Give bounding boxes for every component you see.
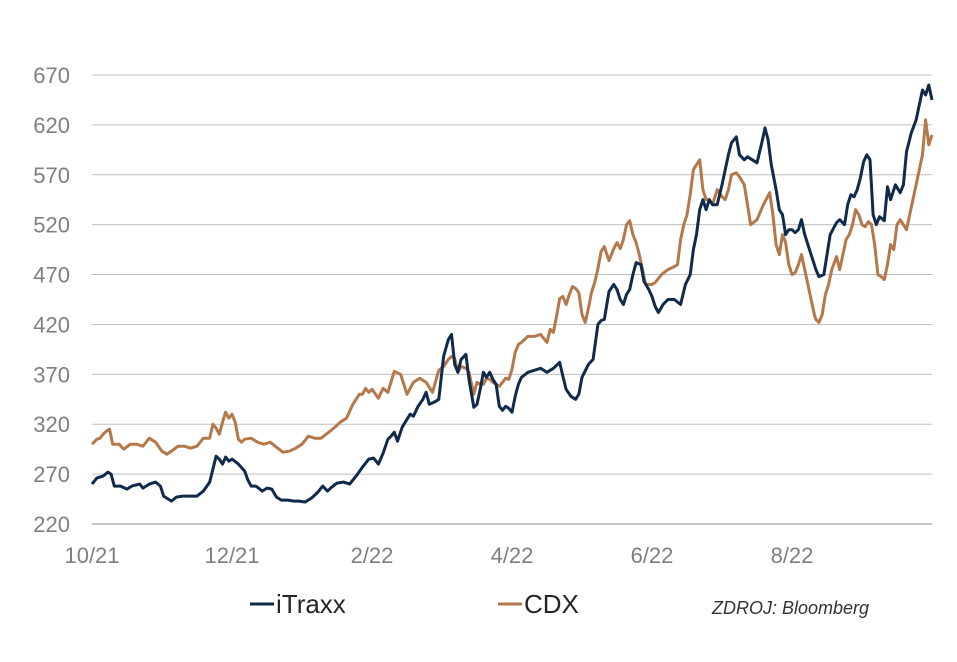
x-tick-label: 10/21 [64, 543, 119, 568]
x-tick-label: 6/22 [631, 543, 674, 568]
legend-label-itraxx: iTraxx [276, 589, 346, 619]
x-tick-label: 12/21 [204, 543, 259, 568]
x-tick-label: 2/22 [351, 543, 394, 568]
x-tick-label: 4/22 [491, 543, 534, 568]
source-note: ZDROJ: Bloomberg [711, 598, 869, 618]
y-tick-label: 370 [33, 362, 70, 387]
y-tick-label: 570 [33, 163, 70, 188]
x-tick-label: 8/22 [771, 543, 814, 568]
gridlines [92, 74, 932, 525]
y-tick-label: 420 [33, 312, 70, 337]
legend: iTraxx CDX [250, 589, 579, 619]
y-tick-label: 520 [33, 213, 70, 238]
y-tick-label: 470 [33, 263, 70, 288]
y-tick-label: 670 [33, 63, 70, 88]
y-tick-label: 270 [33, 462, 70, 487]
y-tick-label: 320 [33, 412, 70, 437]
y-tick-label: 620 [33, 113, 70, 138]
legend-label-cdx: CDX [524, 589, 579, 619]
y-axis: 670 620 570 520 470 420 370 320 270 220 [33, 63, 70, 537]
series-layer [90, 83, 934, 504]
series-line-itraxx [90, 83, 934, 504]
series-line-cdx [90, 118, 934, 456]
x-axis: 10/21 12/21 2/22 4/22 6/22 8/22 [64, 543, 813, 568]
y-tick-label: 220 [33, 512, 70, 537]
